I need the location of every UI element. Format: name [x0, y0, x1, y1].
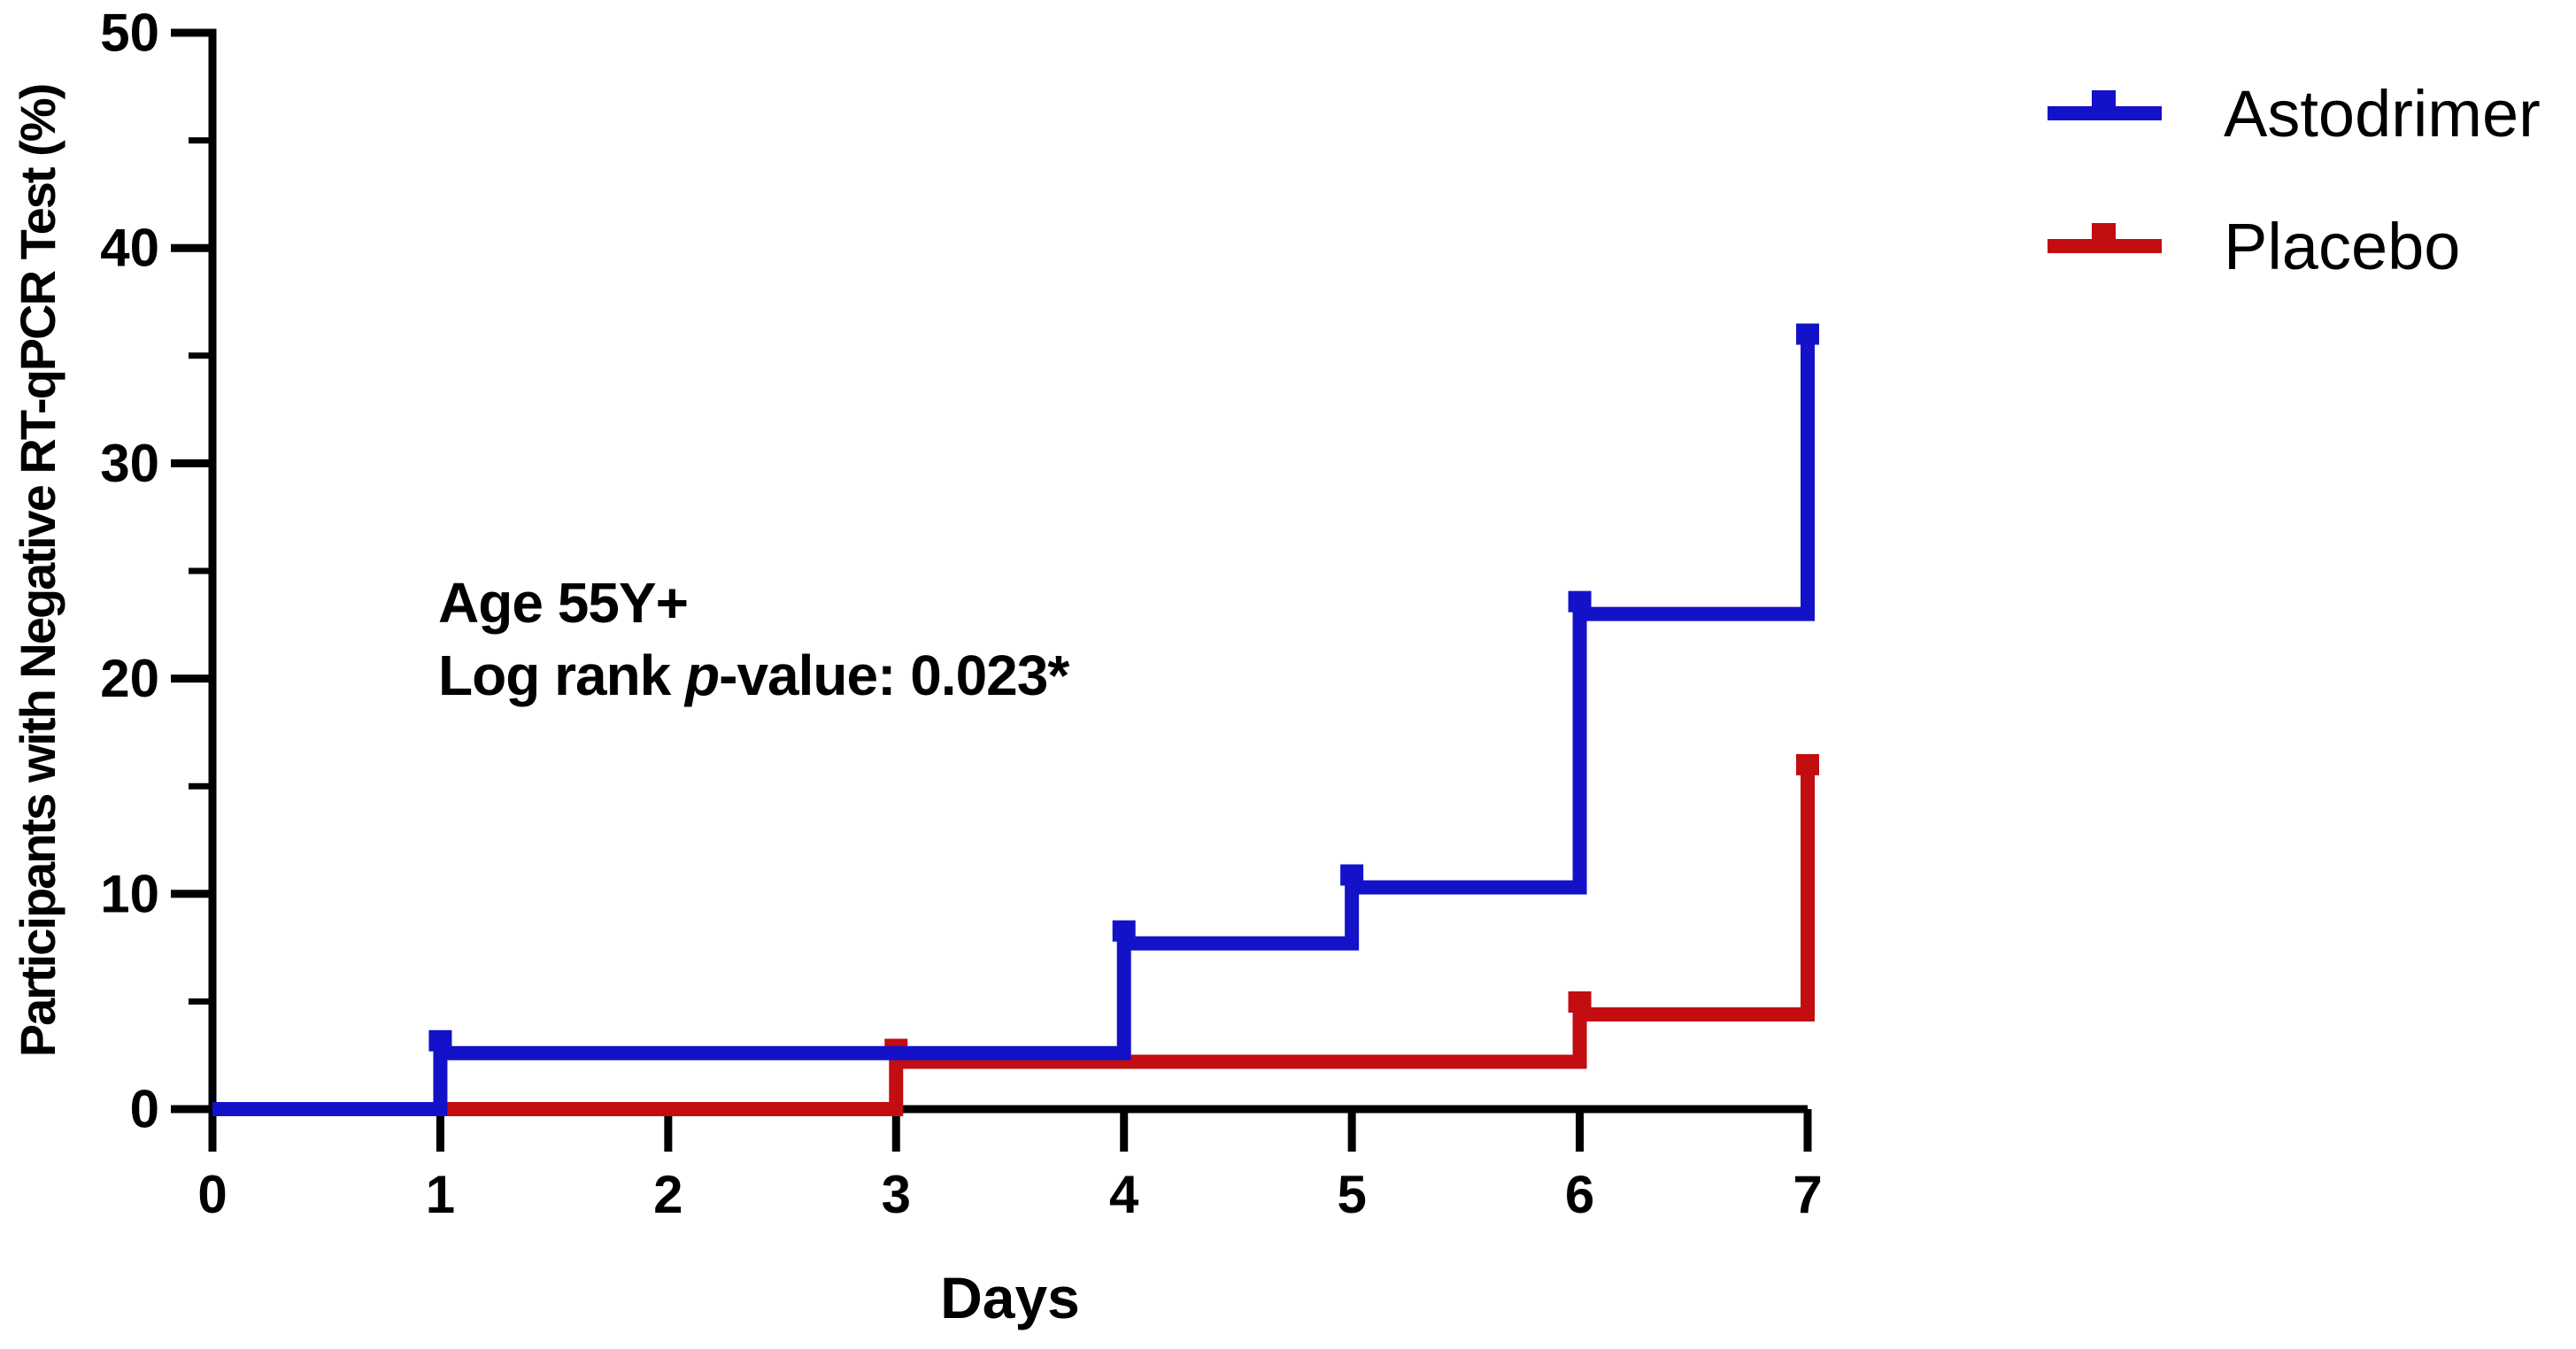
- x-axis-title: Days: [940, 1265, 1080, 1330]
- x-tick-label: 3: [882, 1165, 911, 1224]
- y-tick-label: 40: [100, 219, 159, 278]
- legend-swatch-marker-placebo: [2092, 223, 2116, 239]
- y-axis-title: Participants with Negative RT-qPCR Test …: [10, 84, 66, 1058]
- x-tick-label: 6: [1565, 1165, 1594, 1224]
- event-marker-astodrimer: [1112, 920, 1136, 942]
- event-marker-astodrimer: [428, 1029, 452, 1052]
- y-tick-label: 50: [100, 4, 159, 63]
- y-tick-label: 20: [100, 649, 159, 708]
- legend-swatch-marker-astodrimer: [2092, 90, 2116, 106]
- p-symbol: p: [685, 644, 720, 707]
- legend-swatch-placebo: [2048, 239, 2162, 253]
- event-marker-astodrimer: [1796, 323, 1819, 345]
- x-tick-label: 4: [1109, 1165, 1139, 1224]
- series-line-astodrimer: [212, 334, 1815, 1116]
- event-marker-placebo: [1796, 753, 1819, 775]
- legend-label-placebo: Placebo: [2224, 210, 2461, 283]
- legend-label-astodrimer: Astodrimer: [2224, 77, 2541, 150]
- event-marker-placebo: [1568, 991, 1592, 1013]
- x-tick-label: 5: [1337, 1165, 1366, 1224]
- legend-swatch-astodrimer: [2048, 106, 2162, 120]
- event-marker-astodrimer: [1568, 590, 1592, 613]
- series-line-placebo: [212, 764, 1815, 1116]
- x-tick-label: 2: [653, 1165, 683, 1224]
- x-tick-label: 7: [1793, 1165, 1822, 1224]
- annotation-pvalue: Log rank p-value: 0.023*: [438, 644, 1069, 707]
- y-tick-label: 30: [100, 434, 159, 493]
- x-tick-label: 0: [197, 1165, 227, 1224]
- event-marker-astodrimer: [1340, 864, 1364, 886]
- annotation-subgroup: Age 55Y+: [438, 571, 689, 635]
- y-tick-label: 0: [130, 1080, 159, 1139]
- x-tick-label: 1: [426, 1165, 455, 1224]
- annotation: Age 55Y+ Log rank p-value: 0.023*: [438, 567, 1069, 712]
- y-tick-label: 10: [100, 864, 159, 923]
